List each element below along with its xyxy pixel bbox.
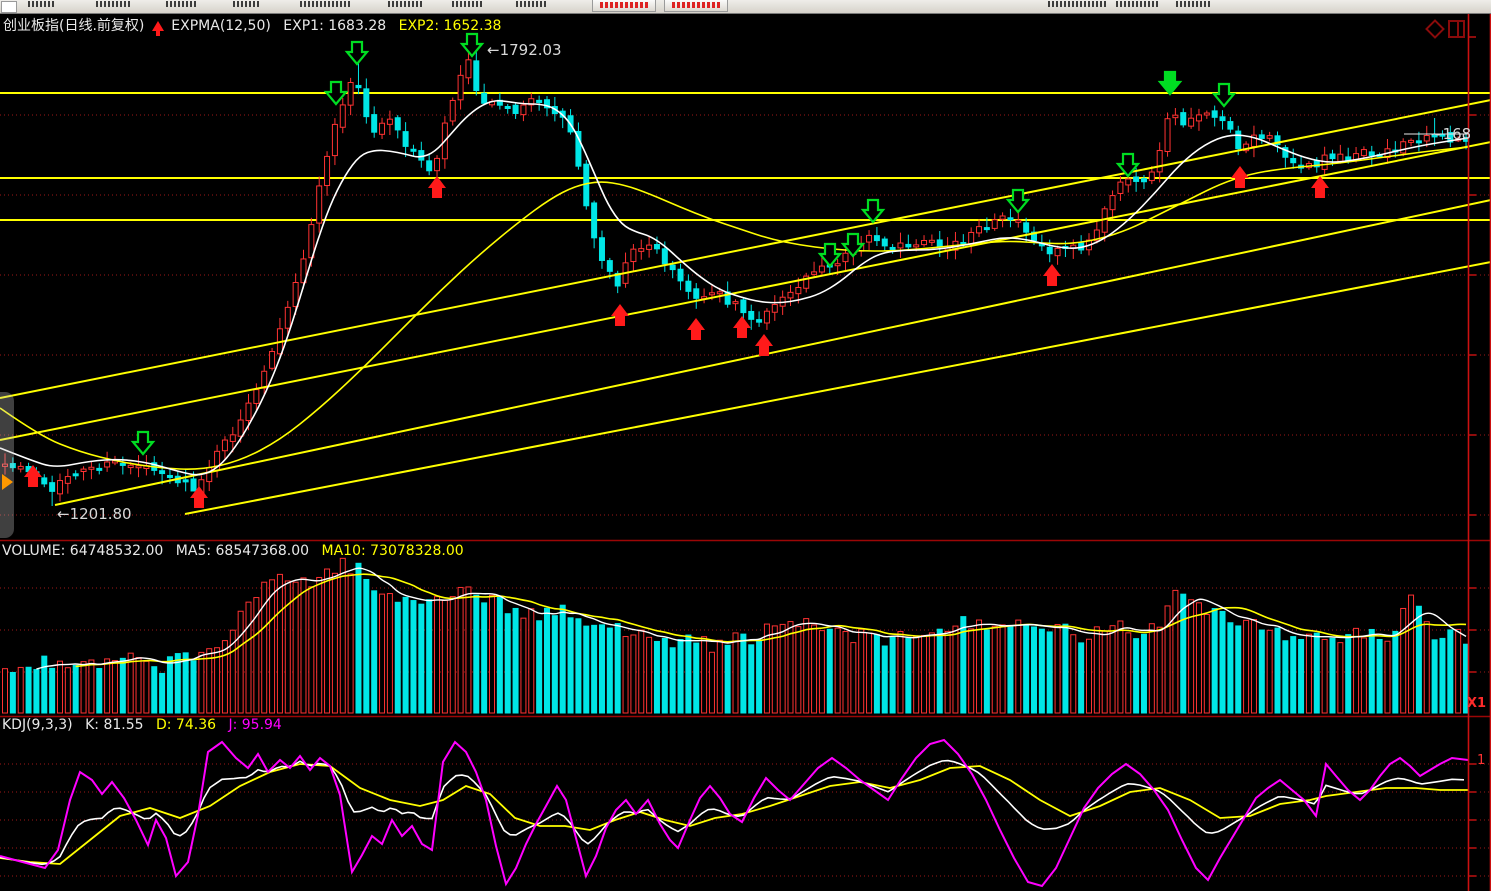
left-scroll-overlay[interactable] [0,392,14,538]
exp1-value: EXP1: 1683.28 [283,18,387,34]
menu-button-red[interactable] [664,0,728,12]
menu-item-stub[interactable] [166,1,198,7]
peak-price-label: ←1792.03 [487,41,562,59]
kdj-d-value: D: 74.36 [155,717,217,733]
main-pane-title: 创业板指(日线.前复权) EXPMA(12,50) EXP1: 1683.28 … [3,18,501,34]
main-pane [0,32,1491,516]
volume-ma5-value: MA5: 68547368.00 [175,543,310,559]
volume-value: VOLUME: 64748532.00 [2,543,164,559]
volume-pane [0,557,1491,714]
menu-bar [0,0,1491,14]
kdj-j-value: J: 95.94 [228,717,282,733]
kdj-axis-label: 1 [1477,753,1486,768]
kdj-pane [0,738,1491,888]
indicator-name[interactable]: EXPMA(12,50) [171,18,271,34]
kdj-pane-title: KDJ(9,3,3) K: 81.55 D: 74.36 J: 95.94 [2,717,282,733]
volume-pane-title: VOLUME: 64748532.00 MA5: 68547368.00 MA1… [2,543,464,559]
window-icon[interactable] [1,1,17,13]
menu-button-red[interactable] [592,0,656,12]
menu-item-stub[interactable] [452,1,482,7]
menu-item-stub[interactable] [1048,1,1106,7]
buy-signal-legend-icon [151,21,164,31]
window-split-icon[interactable] [1448,20,1465,38]
menu-item-stub[interactable] [1116,1,1160,7]
menu-item-stub[interactable] [300,1,350,7]
low-price-label: ←1201.80 [57,505,132,523]
symbol-title: 创业板指(日线.前复权) [3,18,145,34]
pane-split-label[interactable]: X1 [1467,696,1487,711]
menu-item-stub[interactable] [233,1,261,7]
menu-item-stub[interactable] [1176,1,1212,7]
kdj-name[interactable]: KDJ(9,3,3) [2,717,73,733]
last-price-label: ~1688 [1430,126,1470,142]
menu-item-stub[interactable] [96,1,130,7]
exp2-value: EXP2: 1652.38 [398,18,502,34]
menu-item-stub[interactable] [28,1,56,7]
volume-ma10-value: MA10: 73078328.00 [321,543,464,559]
kdj-k-value: K: 81.55 [85,717,144,733]
menu-item-stub[interactable] [516,1,546,7]
scroll-right-arrow-icon[interactable] [2,474,13,490]
menu-item-stub[interactable] [388,1,422,7]
